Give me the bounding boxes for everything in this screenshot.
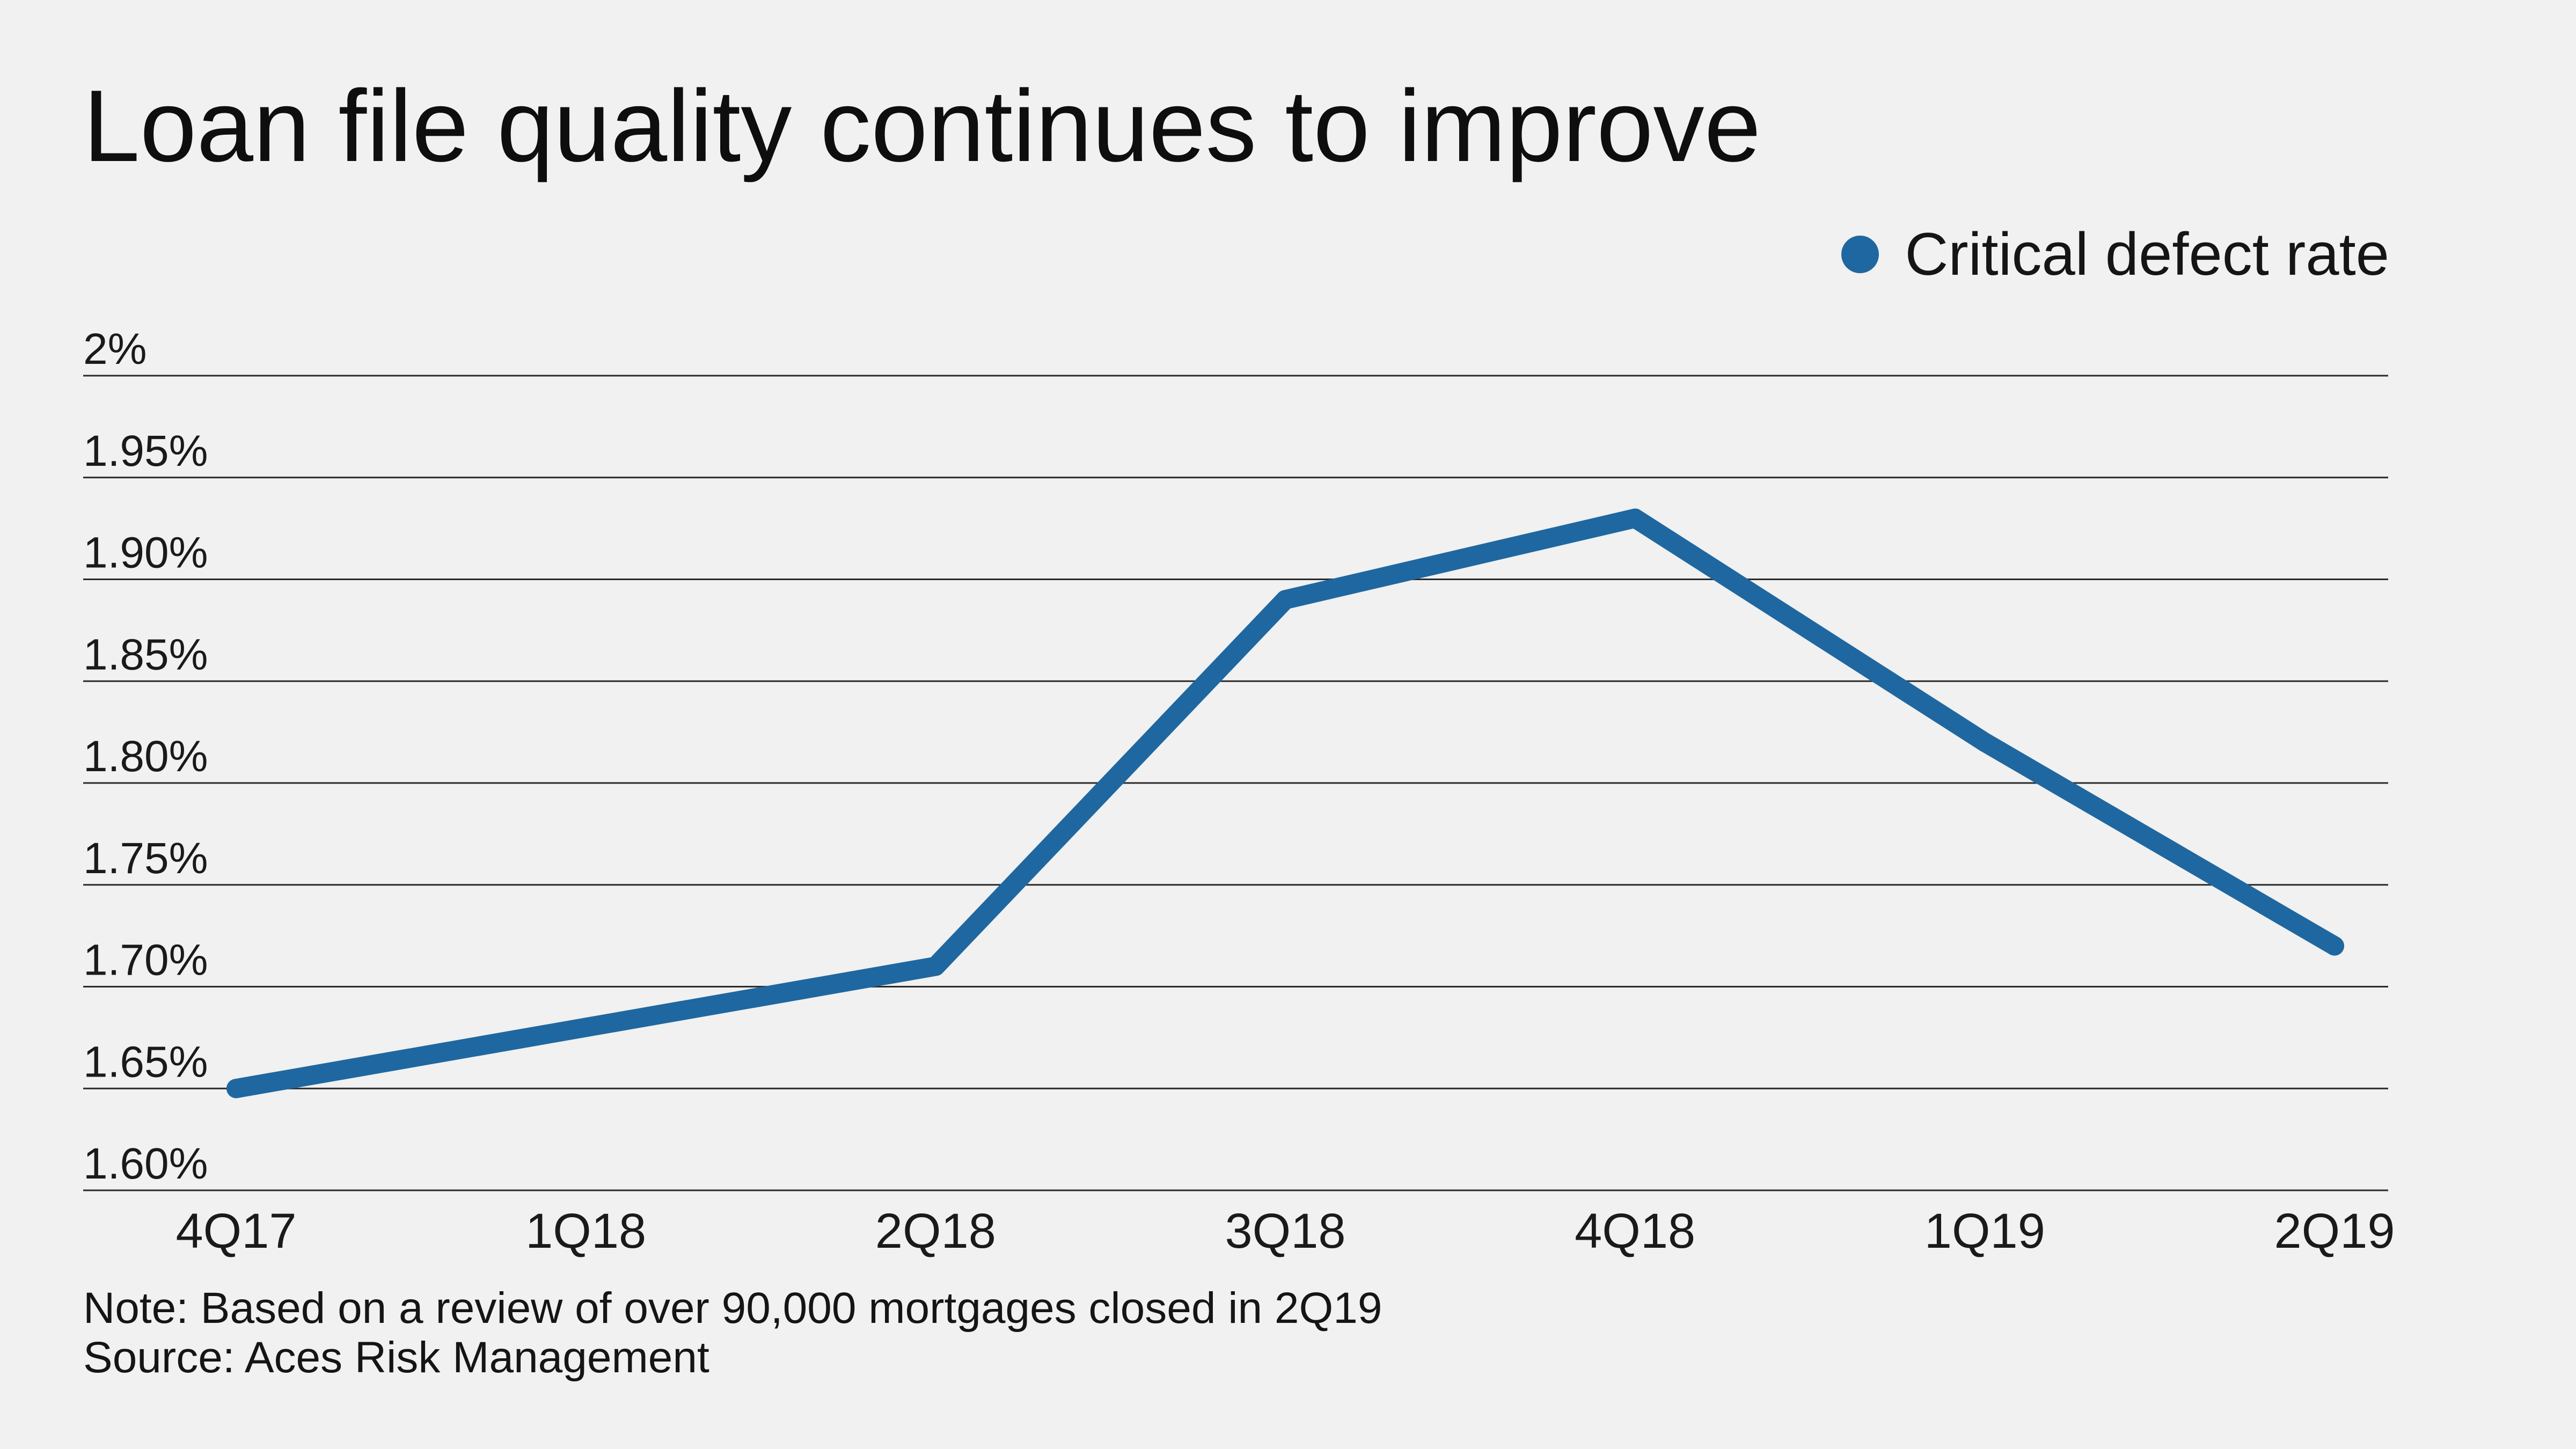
legend: Critical defect rate (1841, 224, 2389, 284)
x-tick-label: 3Q18 (1225, 1204, 1345, 1258)
y-tick-label: 1.85% (83, 630, 208, 679)
x-tick-label: 4Q18 (1575, 1204, 1695, 1258)
y-tick-label: 1.80% (83, 732, 208, 781)
x-tick-label: 1Q18 (525, 1204, 646, 1258)
data-point (576, 1018, 596, 1037)
x-tick-label: 2Q19 (2274, 1204, 2395, 1258)
legend-label-critical-defect-rate: Critical defect rate (1905, 221, 2389, 288)
y-tick-label: 1.65% (83, 1037, 208, 1086)
source-note: Source: Aces Risk Management (83, 1333, 709, 1382)
x-axis-tick-labels: 4Q17 1Q18 2Q18 3Q18 4Q18 1Q19 2Q19 (175, 1204, 2395, 1258)
legend-marker-critical-defect-rate (1841, 236, 1879, 273)
chart-title: Loan file quality continues to improve (83, 69, 1761, 183)
y-tick-label: 2% (83, 325, 147, 374)
y-axis-tick-labels: 1.60% 1.65% 1.70% 1.75% 1.80% 1.85% 1.90% 1.95%… (83, 325, 208, 1188)
series-layer (226, 508, 2344, 1099)
y-tick-label: 1.70% (83, 936, 208, 985)
y-tick-label: 1.60% (83, 1139, 208, 1188)
y-tick-label: 1.95% (83, 427, 208, 475)
chart-footer: Note: Based on a review of over 90,000 m… (83, 1284, 1382, 1382)
y-tick-label: 1.90% (83, 529, 208, 577)
data-point (926, 956, 946, 976)
data-point (226, 1079, 246, 1099)
data-point (1625, 508, 1645, 528)
x-tick-label: 1Q19 (1924, 1204, 2045, 1258)
data-point (2325, 936, 2344, 956)
data-point (1276, 590, 1295, 610)
x-tick-label: 2Q18 (875, 1204, 996, 1258)
gridlines (83, 375, 2388, 1191)
footnote: Note: Based on a review of over 90,000 m… (83, 1284, 1382, 1333)
x-tick-label: 4Q17 (175, 1204, 296, 1258)
data-point (1975, 733, 1995, 752)
y-tick-label: 1.75% (83, 834, 208, 883)
